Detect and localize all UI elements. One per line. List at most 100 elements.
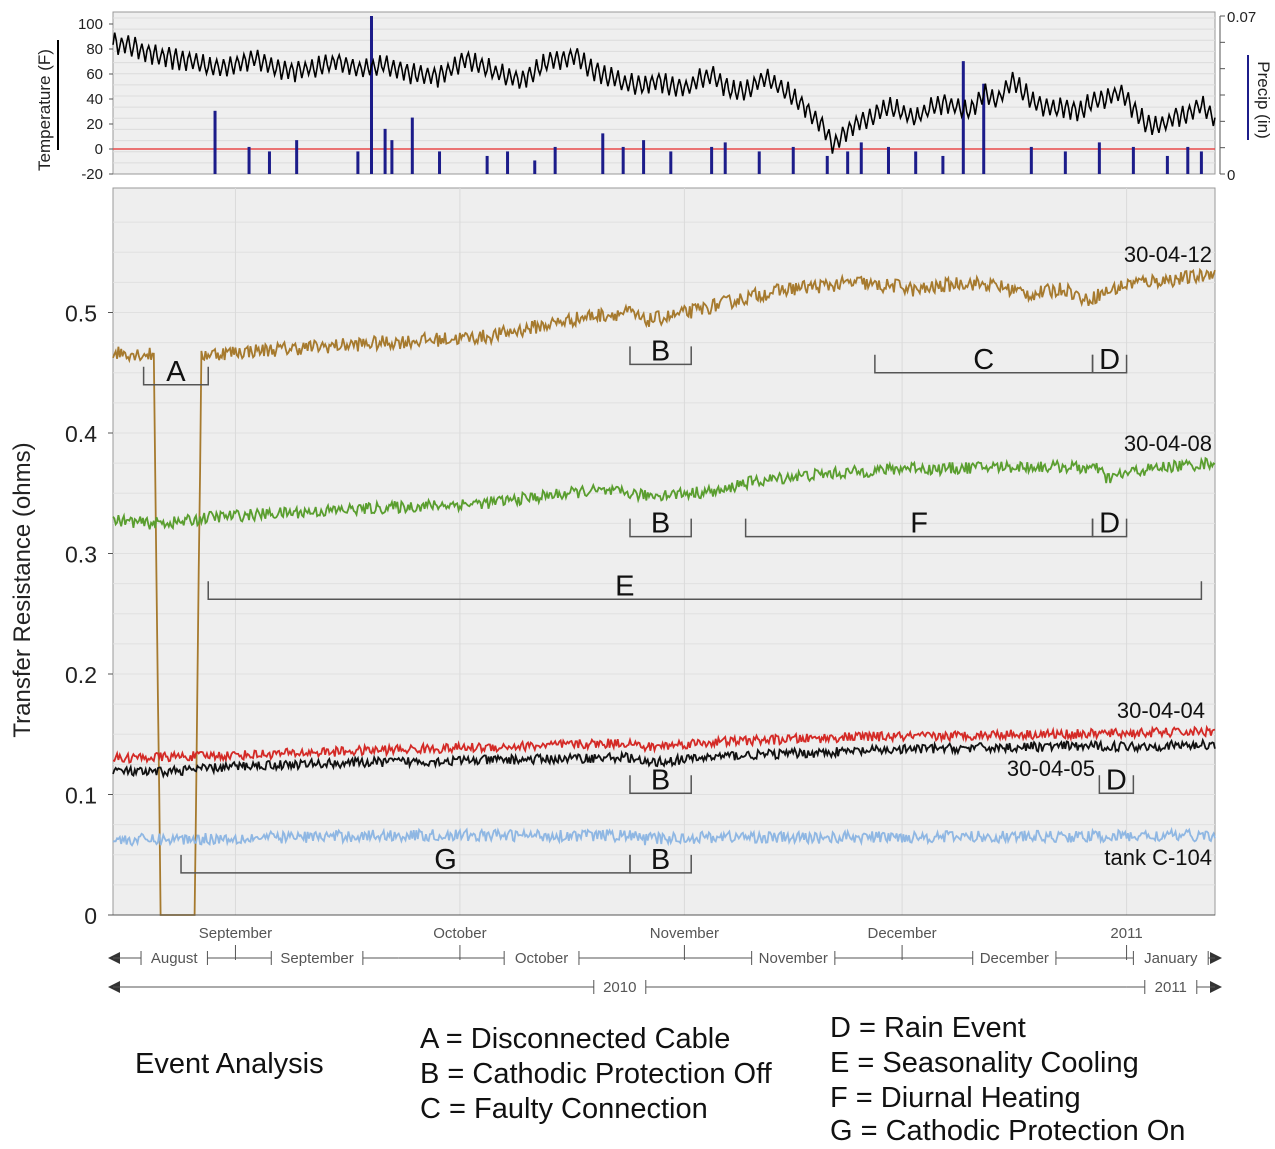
precip-bar (383, 128, 387, 174)
precip-bar (757, 151, 761, 174)
precip-bar (1097, 142, 1101, 174)
event-bracket (1091, 518, 1128, 538)
precip-bar (485, 155, 489, 174)
x-span-label: December (980, 950, 1049, 967)
precip-bar (1063, 151, 1067, 174)
event-bracket (1091, 354, 1128, 374)
event-bracket (629, 346, 692, 366)
x-year-label: 2010 (603, 979, 636, 996)
legend-item-f: F = Diurnal Heating (830, 1082, 1081, 1114)
temperature-tick-label: 100 (78, 16, 103, 33)
event-label: G (434, 844, 457, 876)
x-span-label: August (151, 950, 199, 967)
precip-bar (601, 133, 605, 174)
temperature-tick-label: 80 (86, 41, 103, 58)
resistance-tick-label: 0.1 (65, 783, 97, 809)
event-label: E (615, 570, 634, 602)
legend-title: Event Analysis (135, 1048, 324, 1080)
precip-bar (961, 61, 965, 175)
precip-bar (982, 83, 986, 174)
resistance-tick-label: 0 (84, 903, 97, 929)
temperature-line (112, 32, 1216, 154)
precip-bar (1199, 151, 1203, 174)
series-label: 30-04-08 (1124, 431, 1212, 456)
precip-bar (1029, 146, 1033, 174)
precip-bar (438, 151, 442, 174)
resistance-tick-label: 0.3 (65, 542, 97, 568)
precip-bar (886, 146, 890, 174)
precip-bar (1165, 155, 1169, 174)
precip-bar (859, 142, 863, 174)
x-span-label: November (759, 950, 828, 967)
event-label: B (651, 335, 670, 367)
precip-bar (390, 140, 394, 174)
precip-bar (621, 146, 625, 174)
precip-bar (213, 110, 217, 174)
precip-bar (825, 155, 829, 174)
x-span-label: January (1144, 950, 1198, 967)
x-month-label: September (199, 925, 272, 942)
legend-item-c: C = Faulty Connection (420, 1093, 708, 1125)
precip-bar (941, 155, 945, 174)
event-bracket (1098, 775, 1135, 795)
resistance-tick-label: 0.5 (65, 301, 97, 327)
resistance-axis-label: Transfer Resistance (ohms) (9, 442, 36, 737)
event-label: A (166, 356, 186, 388)
precip-bar (1131, 146, 1135, 174)
legend-item-g: G = Cathodic Protection On (830, 1115, 1186, 1147)
event-label: B (651, 508, 670, 540)
event-bracket (629, 518, 692, 538)
event-label: D (1099, 508, 1120, 540)
precip-bar (642, 140, 646, 174)
x-month-label: October (433, 925, 486, 942)
temperature-tick-label: -20 (81, 166, 103, 183)
series-label: 30-04-05 (1007, 756, 1095, 781)
precip-bar (506, 151, 510, 174)
precip-bar (723, 142, 727, 174)
precip-bar (846, 151, 850, 174)
event-label: B (651, 844, 670, 876)
x-year-label: 2011 (1155, 979, 1187, 996)
precip-bar (710, 146, 714, 174)
legend-item-a: A = Disconnected Cable (420, 1023, 731, 1055)
event-label: D (1106, 764, 1127, 796)
precip-bar (553, 146, 557, 174)
temperature-tick-label: 40 (86, 91, 103, 108)
temperature-tick-label: 20 (86, 116, 103, 133)
temperature-tick-label: 60 (86, 66, 103, 83)
series-label: 30-04-12 (1124, 242, 1212, 267)
precip-bar (410, 117, 414, 174)
series-line-30-04-12 (112, 267, 1216, 916)
precip-bar (914, 151, 918, 174)
precip-bar (356, 151, 360, 174)
series-line-30-04-05 (112, 737, 1216, 779)
resistance-tick-label: 0.2 (65, 662, 97, 688)
x-month-label: November (650, 925, 719, 942)
x-span-arrow-right (1210, 952, 1222, 964)
precip-bar (1186, 146, 1190, 174)
precip-bar (791, 146, 795, 174)
temperature-tick-label: 0 (95, 141, 103, 158)
event-bracket (629, 854, 692, 874)
x-month-label: 2011 (1110, 925, 1142, 942)
event-bracket (142, 366, 209, 386)
temperature-axis-label: Temperature (F) (35, 49, 54, 171)
legend-item-d: D = Rain Event (830, 1012, 1026, 1044)
x-span-label: September (280, 950, 353, 967)
precip-tick-label: 0.07 (1227, 9, 1256, 26)
resistance-plot-area (112, 187, 1216, 916)
precip-bar (369, 16, 373, 174)
event-bracket (629, 775, 692, 795)
precip-bar (669, 151, 673, 174)
series-line-30-04-08 (112, 456, 1216, 531)
x-year-arrow-right (1210, 981, 1222, 993)
precip-bar (295, 140, 299, 174)
legend-item-e: E = Seasonality Cooling (830, 1047, 1139, 1079)
event-bracket (207, 581, 1203, 601)
event-label: F (910, 508, 928, 540)
precip-bar (247, 146, 251, 174)
series-line-tank-c-104 (112, 826, 1216, 847)
series-label: 30-04-04 (1117, 698, 1205, 723)
event-label: D (1099, 344, 1120, 376)
